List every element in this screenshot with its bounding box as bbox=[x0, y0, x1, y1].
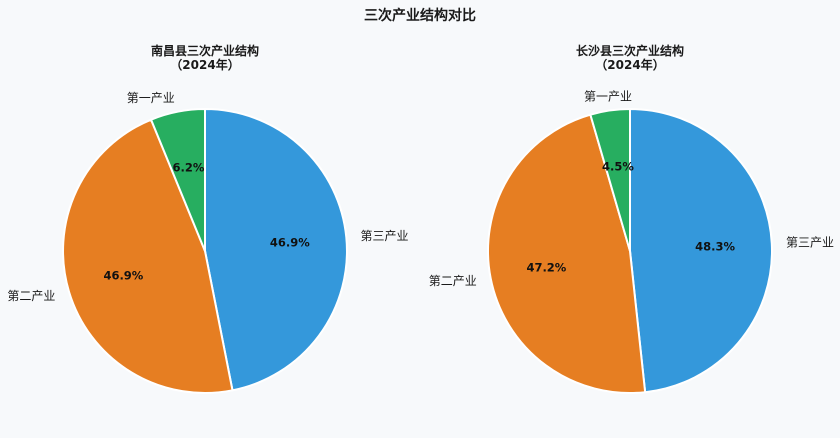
pie-slice-nanchang-third bbox=[204, 107, 348, 392]
category-label-nanchang-second: 第二产业 bbox=[7, 289, 55, 303]
pct-label-nanchang-second: 46.9% bbox=[103, 269, 143, 283]
category-label-changsha-third: 第三产业 bbox=[786, 236, 834, 250]
pie-title-changsha: 长沙县三次产业结构 bbox=[576, 43, 684, 58]
pct-label-changsha-first: 4.5% bbox=[602, 160, 634, 174]
pie-slice-changsha-third bbox=[629, 107, 773, 394]
pie-chart-changsha: 长沙县三次产业结构 （2024年） 48.3% 第三产业 47.2% 第二产业 4.5%… bbox=[429, 43, 834, 394]
category-label-nanchang-first: 第一产业 bbox=[127, 91, 175, 105]
pie-slice-nanchang-second bbox=[62, 118, 234, 394]
pct-label-nanchang-third: 46.9% bbox=[270, 236, 310, 250]
pct-label-nanchang-first: 6.2% bbox=[173, 160, 205, 174]
pie-slice-changsha-first bbox=[589, 107, 631, 252]
category-label-nanchang-third: 第三产业 bbox=[361, 229, 409, 243]
pie-slice-nanchang-first bbox=[149, 107, 206, 252]
pie-title-nanchang: 南昌县三次产业结构 bbox=[151, 43, 259, 58]
pct-label-changsha-third: 48.3% bbox=[695, 240, 735, 254]
pie-chart-nanchang: 南昌县三次产业结构 （2024年） 46.9% 第三产业 46.9% 第二产业 6.2%… bbox=[7, 43, 409, 394]
pie-slice-changsha-second bbox=[487, 113, 647, 394]
category-label-changsha-second: 第二产业 bbox=[429, 274, 477, 288]
chart-main-title: 三次产业结构对比 bbox=[364, 7, 476, 24]
pie-subtitle-nanchang: （2024年） bbox=[170, 57, 239, 72]
pie-subtitle-changsha: （2024年） bbox=[595, 57, 664, 72]
pct-label-changsha-second: 47.2% bbox=[526, 261, 566, 275]
category-label-changsha-first: 第一产业 bbox=[584, 89, 632, 103]
